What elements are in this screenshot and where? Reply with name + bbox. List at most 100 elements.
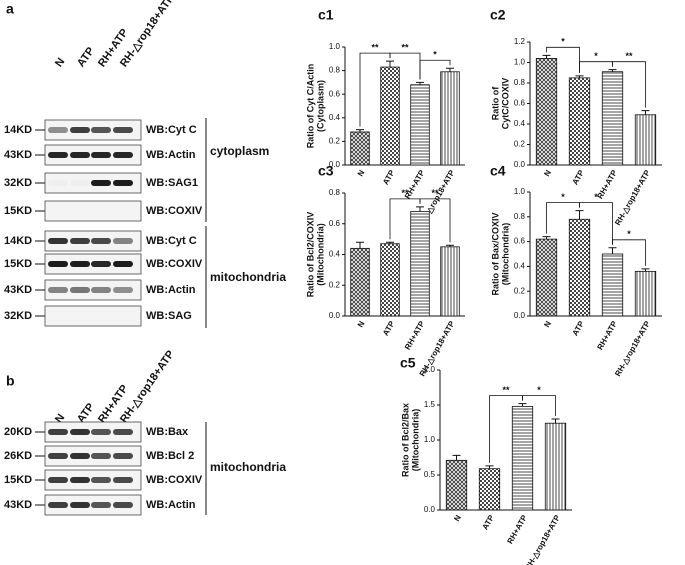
error-bar xyxy=(575,75,584,78)
bar xyxy=(380,66,400,166)
antibody-label: WB:Bax xyxy=(146,426,189,438)
significance-label: ** xyxy=(625,51,633,61)
blot-strip xyxy=(44,305,142,327)
y-tick-label: 0.8 xyxy=(514,212,526,221)
error-bar xyxy=(542,54,551,59)
size-marker: 32KD xyxy=(4,177,32,189)
significance-label: * xyxy=(561,37,565,47)
y-tick-label: 0.5 xyxy=(424,470,436,479)
size-marker: 15KD xyxy=(4,205,32,217)
group-label: mitochondria xyxy=(210,460,286,474)
x-tick-label: ATP xyxy=(381,168,397,186)
antibody-label: WB:COXIV xyxy=(146,205,203,217)
size-marker: 43KD xyxy=(4,499,32,511)
panel-label: b xyxy=(6,373,15,389)
band xyxy=(113,453,133,459)
x-tick-label: ATP xyxy=(571,319,587,337)
significance-label: * xyxy=(594,192,598,202)
significance-label: ** xyxy=(431,188,439,198)
significance-label: * xyxy=(627,229,631,239)
size-marker: 15KD xyxy=(4,258,32,270)
y-tick-label: 0.0 xyxy=(329,311,341,320)
bar xyxy=(478,468,501,511)
y-tick-label: 1.5 xyxy=(424,400,436,409)
x-tick-label: RH+ATP xyxy=(595,319,619,351)
band xyxy=(91,477,111,483)
band xyxy=(48,477,68,483)
significance-bracket xyxy=(579,61,613,73)
band xyxy=(113,127,133,133)
y-tick-label: 0.0 xyxy=(514,311,526,320)
band xyxy=(113,477,133,483)
y-tick-label: 1.0 xyxy=(514,187,526,196)
band xyxy=(70,429,90,435)
bar xyxy=(601,71,624,166)
significance-bracket xyxy=(546,46,580,73)
x-tick-label: N xyxy=(356,168,367,178)
y-tick-label: 0.0 xyxy=(424,505,436,514)
bar xyxy=(380,243,400,317)
antibody-label: WB:SAG xyxy=(146,310,192,322)
y-tick-label: 1.0 xyxy=(329,42,341,51)
panel-label: c4 xyxy=(490,163,506,179)
y-axis-label: Ratio of Bax/COXIV xyxy=(490,212,500,295)
band xyxy=(48,127,68,133)
x-tick-label: ATP xyxy=(381,319,397,337)
size-marker: 14KD xyxy=(4,124,32,136)
bar xyxy=(601,253,624,317)
y-axis-label: CytC/COXIV xyxy=(500,78,510,130)
band xyxy=(70,127,90,133)
significance-label: * xyxy=(433,50,437,60)
band xyxy=(70,152,90,158)
y-axis-label: (Mitochondria) xyxy=(315,223,325,286)
y-tick-label: 0.4 xyxy=(514,119,526,128)
size-marker: 14KD xyxy=(4,235,32,247)
bar xyxy=(350,247,370,317)
y-tick-label: 0.6 xyxy=(329,219,341,228)
y-axis-label: Ratio of xyxy=(490,86,500,120)
y-tick-label: 0.2 xyxy=(329,137,341,146)
antibody-label: WB:SAG1 xyxy=(146,177,198,189)
x-tick-label: RH+ATP xyxy=(505,513,529,545)
error-bar xyxy=(416,206,424,212)
bar xyxy=(440,71,460,166)
bar xyxy=(634,114,657,166)
antibody-label: WB:COXIV xyxy=(146,258,203,270)
antibody-label: WB:Actin xyxy=(146,284,196,296)
bar xyxy=(634,270,657,317)
band xyxy=(113,238,133,244)
bar xyxy=(568,218,591,317)
antibody-label: WB:Actin xyxy=(146,499,196,511)
y-tick-label: 0.4 xyxy=(329,113,341,122)
band xyxy=(113,287,133,293)
x-tick-label: ATP xyxy=(571,168,587,186)
lane-label: RH-△rop18+ATP xyxy=(118,348,177,425)
y-tick-label: 1.0 xyxy=(514,58,526,67)
band xyxy=(91,127,111,133)
error-bar xyxy=(485,465,494,469)
y-axis-label: (Cytoplasm) xyxy=(315,80,325,132)
y-tick-label: 0.8 xyxy=(329,188,341,197)
y-axis-label: (Mitochondria) xyxy=(410,409,420,472)
band xyxy=(48,261,68,267)
x-tick-label: RH+ATP xyxy=(403,319,427,351)
size-marker: 43KD xyxy=(4,149,32,161)
error-bar xyxy=(386,241,394,244)
significance-bracket xyxy=(579,202,613,245)
y-axis-label: (Mitochondria) xyxy=(500,223,510,286)
band xyxy=(48,502,68,508)
significance-bracket xyxy=(612,61,646,108)
blot-strip xyxy=(44,200,142,222)
panel-label: c1 xyxy=(318,7,334,23)
error-bar xyxy=(452,454,461,461)
significance-label: * xyxy=(537,385,541,395)
band xyxy=(70,502,90,508)
y-axis-label: Ratio of Bcl2/COXIV xyxy=(305,212,315,298)
band xyxy=(70,261,90,267)
y-tick-label: 1.0 xyxy=(424,435,436,444)
bar xyxy=(568,77,591,166)
panel-label: c5 xyxy=(400,355,416,371)
antibody-label: WB:Cyt C xyxy=(146,235,197,247)
significance-bracket xyxy=(612,239,646,266)
